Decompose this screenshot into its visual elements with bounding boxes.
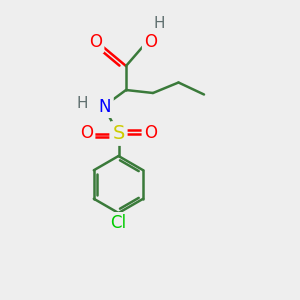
Text: N: N bbox=[99, 98, 111, 116]
Text: O: O bbox=[80, 124, 93, 142]
Text: H: H bbox=[153, 16, 165, 32]
Text: S: S bbox=[112, 124, 125, 143]
Text: O: O bbox=[144, 33, 158, 51]
Text: Cl: Cl bbox=[110, 214, 127, 232]
Text: O: O bbox=[144, 124, 157, 142]
Text: H: H bbox=[77, 96, 88, 111]
Text: O: O bbox=[89, 33, 102, 51]
